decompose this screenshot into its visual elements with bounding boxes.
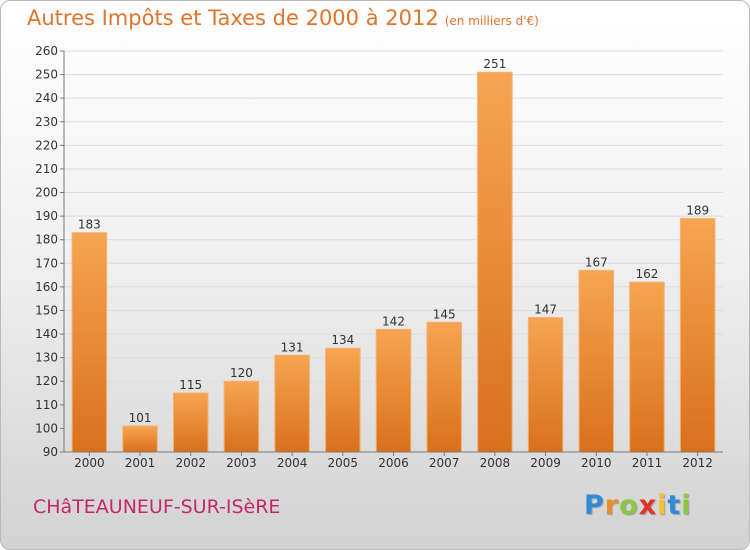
x-tick-label-2003: 2003 bbox=[226, 456, 257, 470]
brand-letter: x bbox=[638, 490, 658, 521]
bar-2000 bbox=[71, 232, 108, 453]
y-tick-label: 260 bbox=[35, 44, 58, 58]
data-label-2001: 101 bbox=[129, 411, 152, 425]
axes: 90 100 110 120 130 140 150 160 170 180 190 200 210 22… bbox=[35, 44, 723, 470]
y-tick-label: 140 bbox=[35, 327, 58, 341]
y-tick-label: 150 bbox=[35, 303, 58, 317]
bar-2008 bbox=[477, 71, 513, 453]
x-tick-label-2006: 2006 bbox=[378, 456, 409, 470]
data-label-2010: 167 bbox=[585, 255, 608, 269]
data-label-2002: 115 bbox=[179, 378, 202, 392]
brand-letter: i bbox=[657, 490, 668, 521]
x-tick-label-2002: 2002 bbox=[175, 456, 206, 470]
chart-subtitle: (en milliers d'€) bbox=[444, 14, 539, 28]
bar-2011 bbox=[629, 281, 665, 453]
data-label-2003: 120 bbox=[230, 366, 253, 380]
data-label-2008: 251 bbox=[483, 57, 506, 71]
data-label-2000: 183 bbox=[78, 218, 101, 232]
y-tick-label: 190 bbox=[35, 209, 58, 223]
location-label: CHâTEAUNEUF-SUR-ISèRE bbox=[33, 496, 281, 518]
data-label-2004: 131 bbox=[281, 340, 304, 354]
data-label-2009: 147 bbox=[534, 303, 557, 317]
x-tick-label-2010: 2010 bbox=[581, 456, 612, 470]
bar-2006 bbox=[375, 328, 412, 453]
y-tick-label: 100 bbox=[35, 421, 58, 435]
x-tick-label-2001: 2001 bbox=[125, 456, 156, 470]
data-label-2006: 142 bbox=[382, 314, 405, 328]
data-label-2011: 162 bbox=[636, 267, 659, 281]
y-tick-label: 160 bbox=[35, 280, 58, 294]
y-tick-label: 120 bbox=[35, 374, 58, 388]
x-tick-label-2004: 2004 bbox=[277, 456, 308, 470]
y-tick-label: 170 bbox=[35, 256, 58, 270]
bar-2003 bbox=[223, 380, 260, 453]
brand-logo: Proxiti bbox=[584, 490, 692, 521]
brand-letter: o bbox=[619, 490, 639, 521]
y-tick-label: 130 bbox=[35, 351, 58, 365]
y-tick-label: 210 bbox=[35, 162, 58, 176]
brand-letter: r bbox=[604, 490, 620, 521]
bar-2004 bbox=[274, 354, 310, 453]
x-tick-label-2012: 2012 bbox=[682, 456, 713, 470]
bar-2007 bbox=[426, 321, 462, 453]
bar-2009 bbox=[527, 317, 564, 453]
bar-2012 bbox=[679, 217, 716, 453]
y-tick-label: 250 bbox=[35, 68, 58, 82]
data-label-2005: 134 bbox=[331, 333, 354, 347]
brand-letter: i bbox=[681, 490, 692, 521]
y-tick-label: 180 bbox=[35, 233, 58, 247]
chart-title: Autres Impôts et Taxes de 2000 à 2012 (en… bbox=[27, 6, 539, 30]
bars: 183 101 115 120 131 134 142 145 251 147 167 162 189 bbox=[71, 57, 716, 453]
brand-letter: P bbox=[584, 490, 605, 521]
y-tick-label: 230 bbox=[35, 115, 58, 129]
bar-2010 bbox=[578, 269, 615, 453]
x-tick-label-2009: 2009 bbox=[530, 456, 561, 470]
y-tick-label: 200 bbox=[35, 186, 58, 200]
bar-2005 bbox=[325, 347, 361, 453]
bar-2002 bbox=[172, 392, 209, 453]
y-tick-label: 240 bbox=[35, 91, 58, 105]
x-tick-label-2008: 2008 bbox=[480, 456, 511, 470]
data-label-2012: 189 bbox=[686, 203, 709, 217]
x-tick-label-2007: 2007 bbox=[429, 456, 460, 470]
y-tick-label: 220 bbox=[35, 138, 58, 152]
data-label-2007: 145 bbox=[433, 307, 456, 321]
y-tick-label: 90 bbox=[43, 445, 58, 459]
y-tick-label: 110 bbox=[35, 398, 58, 412]
x-tick-label-2000: 2000 bbox=[74, 456, 105, 470]
bar-2001 bbox=[122, 425, 158, 453]
x-tick-label-2005: 2005 bbox=[328, 456, 359, 470]
brand-letter: t bbox=[667, 490, 682, 521]
x-tick-label-2011: 2011 bbox=[632, 456, 663, 470]
